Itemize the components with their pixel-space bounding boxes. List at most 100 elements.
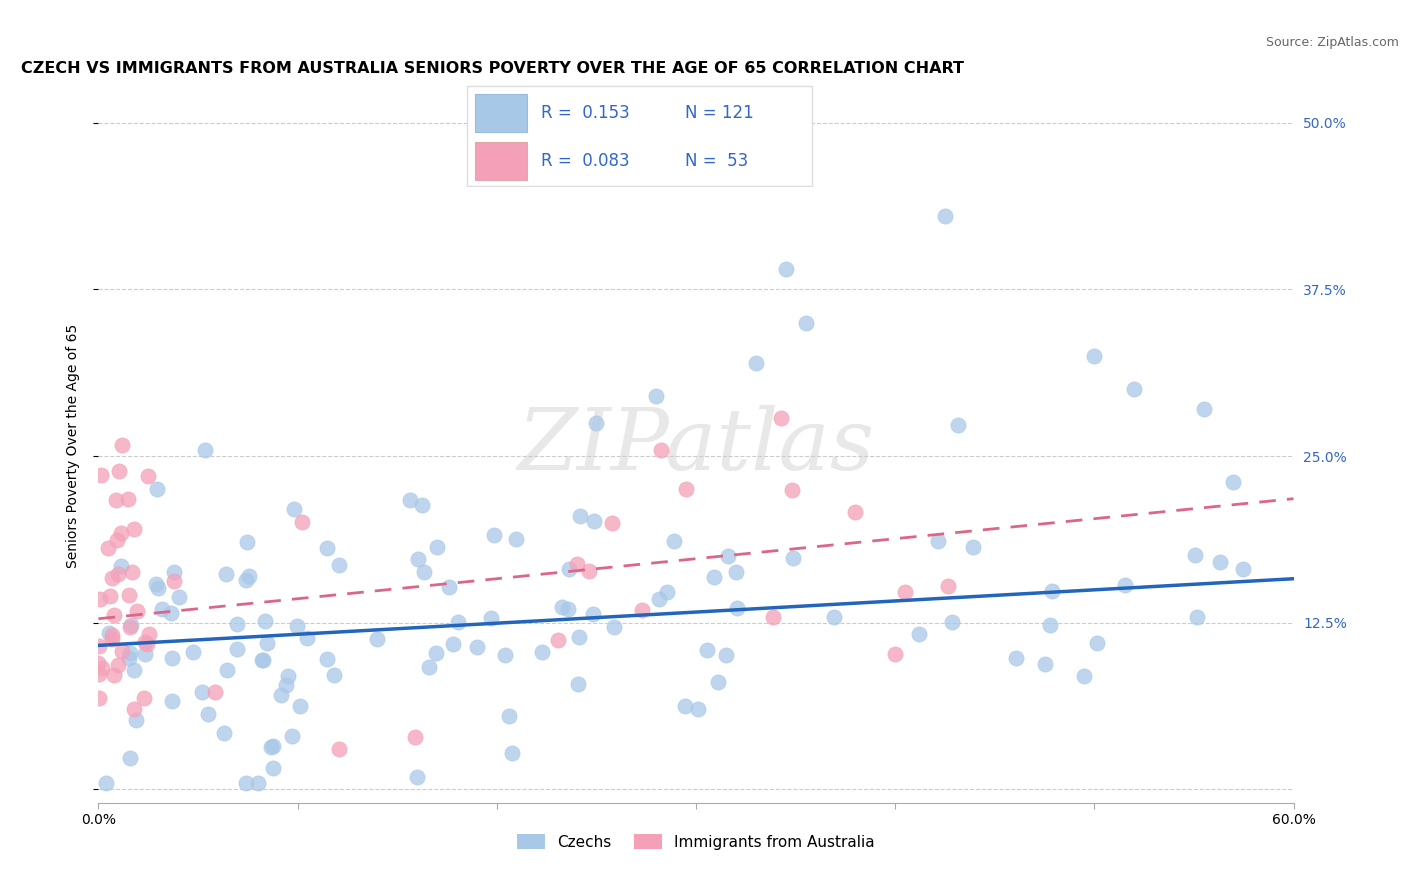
Point bbox=[138, 626, 160, 640]
Point bbox=[567, 557, 589, 571]
Point bbox=[226, 641, 249, 656]
Point bbox=[96, 776, 118, 790]
Point bbox=[262, 761, 284, 775]
Point bbox=[136, 637, 159, 651]
Point bbox=[1005, 651, 1028, 665]
Point bbox=[215, 566, 238, 581]
Point bbox=[98, 625, 121, 640]
Y-axis label: Seniors Poverty Over the Age of 65: Seniors Poverty Over the Age of 65 bbox=[66, 324, 80, 568]
Point bbox=[89, 592, 111, 607]
Point bbox=[844, 505, 866, 519]
Point bbox=[118, 619, 141, 633]
Point bbox=[583, 514, 606, 528]
Point bbox=[134, 635, 156, 649]
Point bbox=[197, 707, 219, 722]
Point bbox=[1033, 657, 1056, 672]
Point bbox=[894, 584, 917, 599]
Point bbox=[107, 657, 129, 672]
Point bbox=[696, 643, 718, 657]
Point bbox=[295, 632, 318, 646]
Point bbox=[547, 633, 569, 648]
FancyBboxPatch shape bbox=[467, 86, 813, 186]
Point bbox=[90, 661, 112, 675]
Point bbox=[404, 731, 426, 745]
Point bbox=[938, 579, 960, 593]
Point bbox=[600, 516, 623, 530]
Point bbox=[252, 653, 274, 667]
Point bbox=[494, 648, 516, 662]
Point bbox=[235, 776, 257, 790]
Point bbox=[717, 549, 740, 563]
Point bbox=[1209, 555, 1232, 569]
Point bbox=[582, 607, 605, 621]
Point bbox=[150, 601, 173, 615]
Text: CZECH VS IMMIGRANTS FROM AUSTRALIA SENIORS POVERTY OVER THE AGE OF 65 CORRELATIO: CZECH VS IMMIGRANTS FROM AUSTRALIA SENIO… bbox=[21, 61, 963, 76]
Point bbox=[406, 552, 429, 566]
Point bbox=[411, 498, 433, 512]
Point bbox=[291, 515, 314, 529]
Point bbox=[162, 574, 184, 588]
Point bbox=[1222, 475, 1244, 490]
Point bbox=[146, 581, 169, 595]
Point bbox=[160, 606, 183, 620]
Point bbox=[288, 698, 311, 713]
Point bbox=[212, 725, 235, 739]
Point bbox=[1114, 578, 1136, 592]
Point bbox=[328, 742, 350, 756]
Point bbox=[568, 508, 591, 523]
Point bbox=[160, 694, 183, 708]
Point bbox=[103, 607, 125, 622]
Point bbox=[124, 701, 146, 715]
Point bbox=[406, 771, 429, 785]
Point bbox=[110, 559, 132, 574]
Point bbox=[505, 533, 527, 547]
Point bbox=[1187, 610, 1209, 624]
Point bbox=[225, 617, 247, 632]
Text: ZIPatlas: ZIPatlas bbox=[517, 405, 875, 487]
Point bbox=[124, 663, 146, 677]
Point bbox=[662, 533, 685, 548]
Point bbox=[1232, 562, 1254, 576]
Point bbox=[498, 709, 520, 723]
Point bbox=[412, 566, 434, 580]
Point bbox=[322, 668, 344, 682]
Point bbox=[927, 533, 949, 548]
Point bbox=[551, 600, 574, 615]
Point bbox=[1085, 636, 1108, 650]
Point bbox=[121, 566, 143, 580]
Point bbox=[557, 602, 579, 616]
Point bbox=[277, 668, 299, 682]
Text: R =  0.153: R = 0.153 bbox=[541, 104, 630, 122]
Point bbox=[703, 570, 725, 584]
Point bbox=[567, 676, 589, 690]
Point bbox=[482, 527, 505, 541]
Point bbox=[256, 636, 278, 650]
Point bbox=[648, 592, 671, 607]
Point bbox=[101, 632, 124, 646]
Point bbox=[235, 574, 257, 588]
Point bbox=[673, 698, 696, 713]
Point bbox=[762, 610, 785, 624]
Point bbox=[118, 651, 141, 665]
Point bbox=[215, 663, 238, 677]
Point bbox=[557, 562, 579, 576]
Point bbox=[281, 729, 304, 743]
Text: R =  0.083: R = 0.083 bbox=[541, 153, 630, 170]
Point bbox=[823, 610, 845, 624]
Point bbox=[418, 660, 440, 674]
Point bbox=[136, 469, 159, 483]
Point bbox=[146, 483, 169, 497]
Point bbox=[962, 540, 984, 554]
Point bbox=[1184, 548, 1206, 562]
Point bbox=[111, 438, 134, 452]
Point bbox=[111, 644, 134, 658]
Legend: Czechs, Immigrants from Australia: Czechs, Immigrants from Australia bbox=[512, 828, 880, 855]
Point bbox=[167, 591, 190, 605]
Point bbox=[1040, 583, 1063, 598]
Point bbox=[437, 581, 460, 595]
Point bbox=[87, 656, 110, 670]
Point bbox=[181, 644, 204, 658]
Point bbox=[782, 551, 804, 566]
Point bbox=[941, 615, 963, 629]
Point bbox=[127, 604, 149, 618]
